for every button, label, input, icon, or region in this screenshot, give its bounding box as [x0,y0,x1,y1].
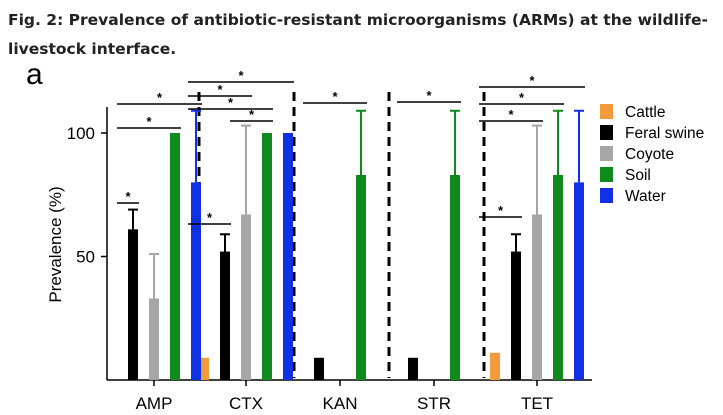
x-tick-label-tet: TET [521,394,553,413]
y-tick-label-50: 50 [76,248,95,267]
x-tick-label-amp: AMP [136,394,173,413]
y-axis-label: Prevalence (%) [46,186,65,302]
caption-line-2: livestock interface. [8,40,177,58]
x-tick-label-str: STR [417,394,451,413]
significance-star-tet-2: * [508,107,514,122]
significance-star-amp-3: * [157,90,163,105]
significance-star-tet-1: * [498,203,504,218]
bar-amp-coyote [149,298,159,380]
significance-star-tet-3: * [519,90,525,105]
bar-ctx-soil [262,133,272,380]
significance-star-amp-1: * [125,189,131,204]
bar-ctx-cattle [199,357,209,380]
bar-tet-cattle [490,352,500,380]
figure-caption: Fig. 2: Prevalence of antibiotic-resista… [8,6,708,64]
bar-str-soil [450,174,460,380]
significance-star-kan-1: * [332,89,338,104]
significance-star-ctx-1: * [207,210,213,225]
significance-star-ctx-4: * [217,82,223,97]
legend-label-feral-swine: Feral swine [625,125,704,142]
x-tick-label-ctx: CTX [229,394,263,413]
legend-label-soil: Soil [625,167,651,184]
bar-str-feral-swine [408,357,418,380]
bar-amp-water [191,182,201,380]
significance-star-ctx-5: * [238,68,244,83]
significance-star-ctx-2: * [249,107,255,122]
significance-star-amp-2: * [146,114,152,129]
significance-star-str-1: * [426,88,432,103]
bar-ctx-feral-swine [220,251,230,380]
bar-amp-feral-swine [128,229,138,380]
y-tick-label-100: 100 [67,124,95,143]
bar-amp-soil [170,133,180,380]
legend-swatch-feral-swine [600,125,613,140]
legend-label-coyote: Coyote [625,146,674,163]
bar-kan-soil [356,174,366,380]
legend-swatch-cattle [600,104,613,119]
legend-swatch-coyote [600,146,613,161]
legend-swatch-soil [600,167,613,182]
x-tick-label-kan: KAN [323,394,358,413]
caption-line-1: Fig. 2: Prevalence of antibiotic-resista… [8,11,708,29]
legend-label-cattle: Cattle [625,104,666,121]
bar-tet-feral-swine [511,251,521,380]
legend-swatch-water [600,188,613,203]
legend-label-water: Water [625,188,666,205]
bar-tet-coyote [532,214,542,380]
bar-tet-water [574,182,584,380]
bar-tet-soil [553,174,563,380]
significance-star-tet-4: * [529,73,535,88]
bar-ctx-water [283,133,293,380]
panel-letter: a [26,58,43,91]
significance-star-ctx-3: * [228,95,234,110]
bar-kan-feral-swine [314,357,324,380]
bar-ctx-coyote [241,214,251,380]
